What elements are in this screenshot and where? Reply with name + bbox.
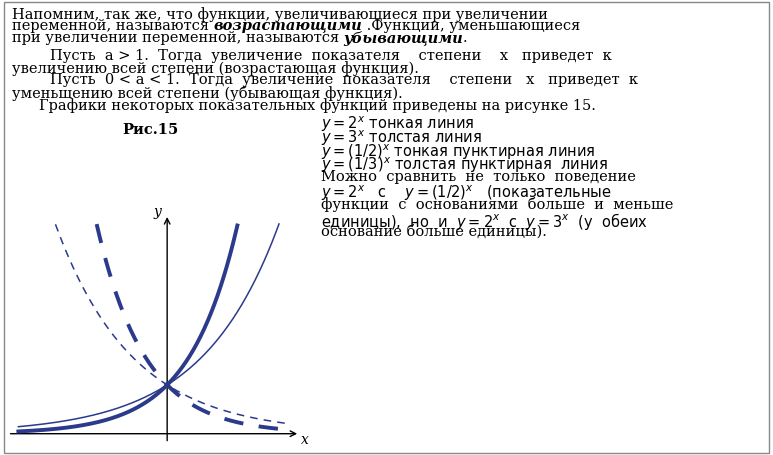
- Text: Напомним, так же, что функции, увеличивающиеся при увеличении: Напомним, так же, что функции, увеличива…: [12, 7, 547, 22]
- Text: Графики некоторых показательных функций приведены на рисунке 15.: Графики некоторых показательных функций …: [39, 98, 595, 113]
- Text: $y = 2^x$   с    $y = (1/2)^x$   (показательные: $y = 2^x$ с $y = (1/2)^x$ (показательные: [321, 184, 611, 203]
- Text: .Функции, уменьшающиеся: .Функции, уменьшающиеся: [362, 19, 581, 33]
- Text: при увеличении переменной, называются: при увеличении переменной, называются: [12, 31, 343, 46]
- Text: Пусть  a > 1.  Тогда  увеличение  показателя    степени    x   приведет  к: Пусть a > 1. Тогда увеличение показателя…: [50, 49, 612, 63]
- Text: возрастающими: возрастающими: [213, 19, 362, 33]
- Text: Пусть  0 < a < 1.  Тогда  увеличение  показателя    степени   x   приведет  к: Пусть 0 < a < 1. Тогда увеличение показа…: [50, 73, 638, 87]
- Text: убывающими: убывающими: [343, 31, 463, 46]
- Text: Рис.15: Рис.15: [123, 123, 179, 137]
- Text: .: .: [463, 31, 468, 46]
- Text: y: y: [154, 205, 162, 219]
- Text: Можно  сравнить  не  только  поведение: Можно сравнить не только поведение: [321, 170, 635, 184]
- Text: x: x: [301, 433, 309, 446]
- Text: $y = 2^x$ тонкая линия: $y = 2^x$ тонкая линия: [321, 115, 474, 134]
- Text: увеличению всей степени (возрастающая функция).: увеличению всей степени (возрастающая фу…: [12, 61, 418, 76]
- Text: основание больше единицы).: основание больше единицы).: [321, 225, 547, 239]
- Text: $y = 3^x$ толстая линия: $y = 3^x$ толстая линия: [321, 128, 482, 148]
- Text: уменьшению всей степени (убывающая функция).: уменьшению всей степени (убывающая функц…: [12, 86, 402, 101]
- Text: $y = (1/3)^x$ толстая пунктирная  линия: $y = (1/3)^x$ толстая пунктирная линия: [321, 156, 608, 175]
- Text: переменной, называются: переменной, называются: [12, 19, 213, 33]
- Text: единицы),  но  и  $y = 2^x$  с  $y = 3^x$  (у  обеих: единицы), но и $y = 2^x$ с $y = 3^x$ (у …: [321, 211, 648, 232]
- Text: функции  с  основаниями  больше  и  меньше: функции с основаниями больше и меньше: [321, 197, 673, 212]
- Text: $y = (1/2)^x$ тонкая пунктирная линия: $y = (1/2)^x$ тонкая пунктирная линия: [321, 142, 595, 162]
